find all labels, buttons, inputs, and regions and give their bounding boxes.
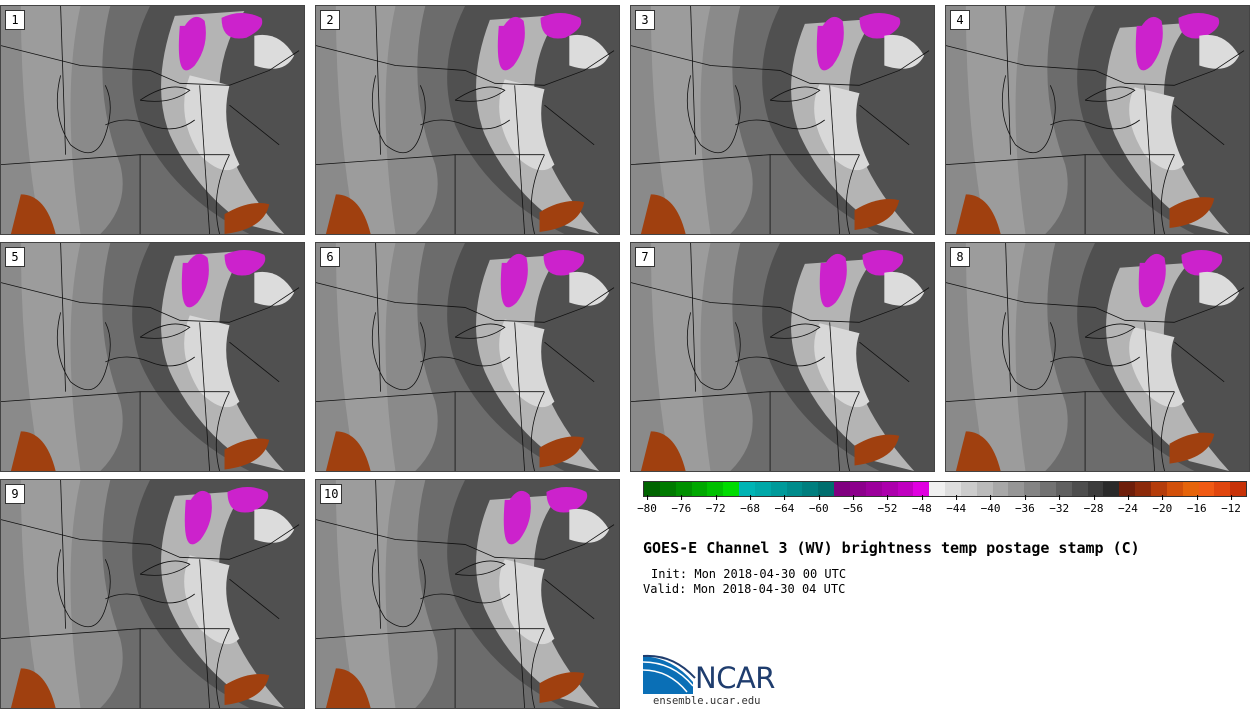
colorbar-swatch — [1087, 482, 1104, 496]
colorbar-tick-label: −76 — [671, 495, 691, 515]
colorbar-tick-label: −40 — [981, 495, 1000, 515]
map-panel: 1 — [0, 5, 305, 235]
map-panel: 3 — [630, 5, 935, 235]
colorbar-tick-label: −12 — [1221, 495, 1241, 515]
map-panel: 9 — [0, 479, 305, 709]
colorbar-swatch — [707, 482, 724, 496]
colorbar-swatch — [849, 482, 866, 496]
colorbar-swatch — [723, 482, 740, 496]
colorbar-swatch — [754, 482, 771, 496]
colorbar-swatch — [1008, 482, 1025, 496]
colorbar-tick-label: −16 — [1187, 495, 1207, 515]
colorbar-swatch — [1119, 482, 1136, 496]
water-vapor-map — [631, 243, 934, 471]
colorbar-swatch — [1040, 482, 1056, 496]
colorbar-swatch — [1055, 482, 1072, 496]
water-vapor-map — [946, 243, 1249, 471]
water-vapor-map — [316, 243, 619, 471]
colorbar-tick-label: −32 — [1049, 495, 1069, 515]
colorbar-swatch — [1166, 482, 1183, 496]
colorbar-swatch — [786, 482, 803, 496]
colorbar-swatch — [1151, 482, 1167, 496]
colorbar-swatch — [976, 482, 993, 496]
colorbar-swatch — [1103, 482, 1120, 496]
panel-number: 5 — [5, 247, 25, 267]
colorbar-swatch — [945, 482, 961, 496]
colorbar-tick-label: −48 — [912, 495, 932, 515]
init-time: Init: Mon 2018-04-30 00 UTC — [651, 567, 847, 581]
colorbar-swatch — [1214, 482, 1231, 496]
map-panel: 8 — [945, 242, 1250, 472]
water-vapor-map — [631, 6, 934, 234]
colorbar-tick-label: −24 — [1118, 495, 1138, 515]
site-url: ensemble.ucar.edu — [653, 695, 761, 707]
colorbar-tick-label: −68 — [740, 495, 760, 515]
colorbar-swatch — [897, 482, 914, 496]
colorbar-swatch — [739, 482, 755, 496]
colorbar-swatch — [881, 482, 898, 496]
panel-number: 2 — [320, 10, 340, 30]
colorbar-tick-label: −56 — [843, 495, 863, 515]
valid-time: Valid: Mon 2018-04-30 04 UTC — [643, 582, 846, 596]
colorbar-swatch — [770, 482, 787, 496]
water-vapor-map — [1, 480, 304, 708]
colorbar — [643, 481, 1247, 497]
colorbar-tick-label: −20 — [1152, 495, 1172, 515]
water-vapor-map — [946, 6, 1249, 234]
panel-number: 9 — [5, 484, 25, 504]
colorbar-swatch — [834, 482, 850, 496]
colorbar-swatch — [691, 482, 708, 496]
map-panel: 4 — [945, 5, 1250, 235]
panel-number: 8 — [950, 247, 970, 267]
map-panel: 10 — [315, 479, 620, 709]
colorbar-tick-label: −72 — [706, 495, 726, 515]
water-vapor-map — [1, 6, 304, 234]
ncar-logo-icon — [643, 654, 696, 694]
colorbar-swatch — [913, 482, 930, 496]
colorbar-swatch — [644, 482, 660, 496]
colorbar-swatch — [675, 482, 692, 496]
colorbar-tick-label: −80 — [637, 495, 657, 515]
map-panel: 6 — [315, 242, 620, 472]
colorbar-swatch — [960, 482, 977, 496]
panel-number: 4 — [950, 10, 970, 30]
colorbar-swatch — [1135, 482, 1151, 496]
colorbar-tick-label: −64 — [774, 495, 794, 515]
colorbar-swatch — [1071, 482, 1088, 496]
panel-number: 10 — [320, 484, 343, 504]
colorbar-swatch — [1198, 482, 1215, 496]
colorbar-swatch — [865, 482, 882, 496]
colorbar-swatch — [929, 482, 946, 496]
logo-wordmark: NCAR — [695, 661, 775, 695]
water-vapor-map — [1, 243, 304, 471]
colorbar-swatch — [1024, 482, 1041, 496]
colorbar-tick-label: −36 — [1015, 495, 1035, 515]
figure-title: GOES-E Channel 3 (WV) brightness temp po… — [643, 539, 1140, 557]
colorbar-swatch — [818, 482, 835, 496]
colorbar-swatch — [1182, 482, 1199, 496]
panel-number: 7 — [635, 247, 655, 267]
water-vapor-map — [316, 480, 619, 708]
colorbar-swatch — [802, 482, 819, 496]
panel-number: 6 — [320, 247, 340, 267]
map-panel: 5 — [0, 242, 305, 472]
colorbar-ticks: −80 −76 −72 −68 −64 −60 −56 −52 −48 −44 −40 −36 −32−… — [637, 495, 1247, 521]
colorbar-tick-label: −44 — [946, 495, 966, 515]
panel-number: 1 — [5, 10, 25, 30]
colorbar-swatch — [659, 482, 676, 496]
colorbar-tick-label: −28 — [1084, 495, 1104, 515]
colorbar-tick-label: −52 — [878, 495, 897, 515]
water-vapor-map — [316, 6, 619, 234]
colorbar-tick-label: −60 — [809, 495, 829, 515]
panel-number: 3 — [635, 10, 655, 30]
colorbar-swatch — [1230, 482, 1247, 496]
colorbar-swatch — [992, 482, 1009, 496]
map-panel: 2 — [315, 5, 620, 235]
map-panel: 7 — [630, 242, 935, 472]
